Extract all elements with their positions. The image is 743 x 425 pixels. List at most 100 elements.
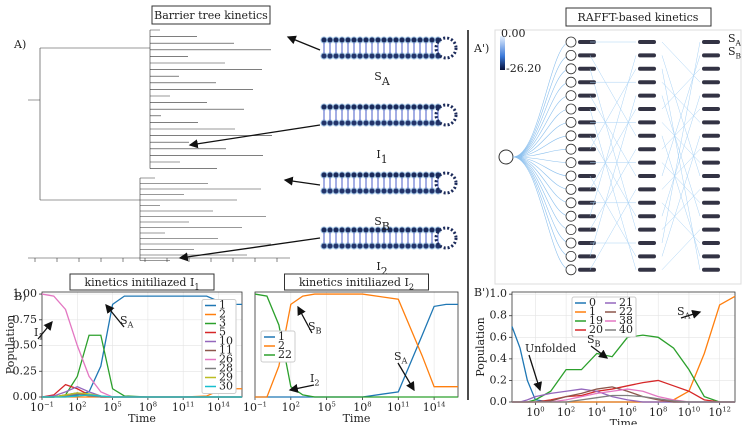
legend-box [571,296,637,338]
structure-label: I2 [376,260,387,278]
edge [661,229,701,270]
edge [661,95,701,217]
structure-node [578,160,596,165]
y-axis-label: Population [4,315,17,374]
chart-title: kinetics initiliazed I1 [84,276,199,292]
nucleotide [404,52,412,60]
nucleotide [368,187,376,195]
nucleotide [338,52,346,60]
nucleotide [368,242,376,250]
structure-label: I1 [376,148,387,166]
nucleotide [398,36,406,44]
structure-label-main: S [374,70,382,83]
nucleotide [380,36,388,44]
right-title: RAFFT-based kinetics [578,11,699,24]
nucleotide [428,187,436,195]
nucleotide [380,103,388,111]
structure-node [702,267,720,272]
nucleotide [428,226,436,234]
node [565,76,577,88]
nucleotide [350,36,358,44]
nucleotide [410,52,418,60]
x-tick-label-exp: 5 [331,401,335,409]
structure-label: SA [374,70,390,88]
nucleotide [404,103,412,111]
legend-label: 22 [278,348,292,361]
nucleotide [416,187,424,195]
structure-node [578,227,596,232]
series-line [42,394,242,398]
structure-node [702,254,720,259]
nucleotide [320,119,328,127]
loop [434,226,458,250]
edge [661,135,701,257]
structure-node [638,254,656,259]
nucleotide [398,242,406,250]
annotation-main: I [34,326,38,339]
x-tick-label: 100 [526,406,544,420]
x-tick-label-exp: −1 [44,401,54,409]
node [565,197,577,209]
annotation-sub: A [401,356,408,366]
nucleotide [356,242,364,250]
annotation-sub: 2 [314,378,319,388]
nucleotide [356,171,364,179]
nucleotide [362,226,370,234]
rafft-panel [494,29,742,285]
structure-node [702,227,720,232]
nucleotide [362,36,370,44]
structure-node [578,200,596,205]
nucleotide [422,242,430,250]
x-tick-label-main: 10 [387,401,401,414]
nucleotide [368,119,376,127]
structure-node [578,53,596,58]
annotation: SA [394,350,408,366]
structure-node [638,267,656,272]
node [565,143,577,155]
structure-node [702,53,720,58]
node [565,224,577,236]
structure-node [578,187,596,192]
structure-node [578,107,596,111]
nucleotide [386,187,394,195]
structure-node [578,120,596,125]
legend-label: 38 [619,314,633,327]
structure-node [638,174,656,178]
node [565,36,577,48]
structure-node [702,107,720,111]
edge [661,189,701,230]
edge [589,149,637,230]
structure-node [638,80,656,85]
nucleotide [326,36,334,44]
structure-label-sub: 2 [381,265,388,278]
nucleotide [422,171,430,179]
nucleotide [410,103,418,111]
fan-edge [512,81,571,158]
nucleotide [422,226,430,234]
nucleotide [374,187,382,195]
nucleotide [344,187,352,195]
nucleotide [356,103,364,111]
structure-node [578,93,596,98]
nucleotide [374,119,382,127]
nucleotide [320,187,328,195]
nucleotide [428,52,436,60]
nucleotide [404,187,412,195]
annotation-main: S [394,350,402,363]
x-tick-label-main: 10 [526,406,540,419]
structure-node [578,133,596,138]
nucleotide [374,103,382,111]
nucleotide [398,187,406,195]
nucleotide [422,119,430,127]
x-tick-label-main: 10 [678,406,692,419]
y-tick-label: 0.4 [490,352,508,365]
nucleotide [320,242,328,250]
structure-node [638,214,656,219]
nucleotide [320,36,328,44]
nucleotide [356,52,364,60]
node [565,157,577,169]
nucleotide [404,226,412,234]
x-tick-label-main: 10 [282,401,296,414]
legend-label: 3 [219,317,226,330]
y-tick-label: 0.25 [13,364,38,377]
